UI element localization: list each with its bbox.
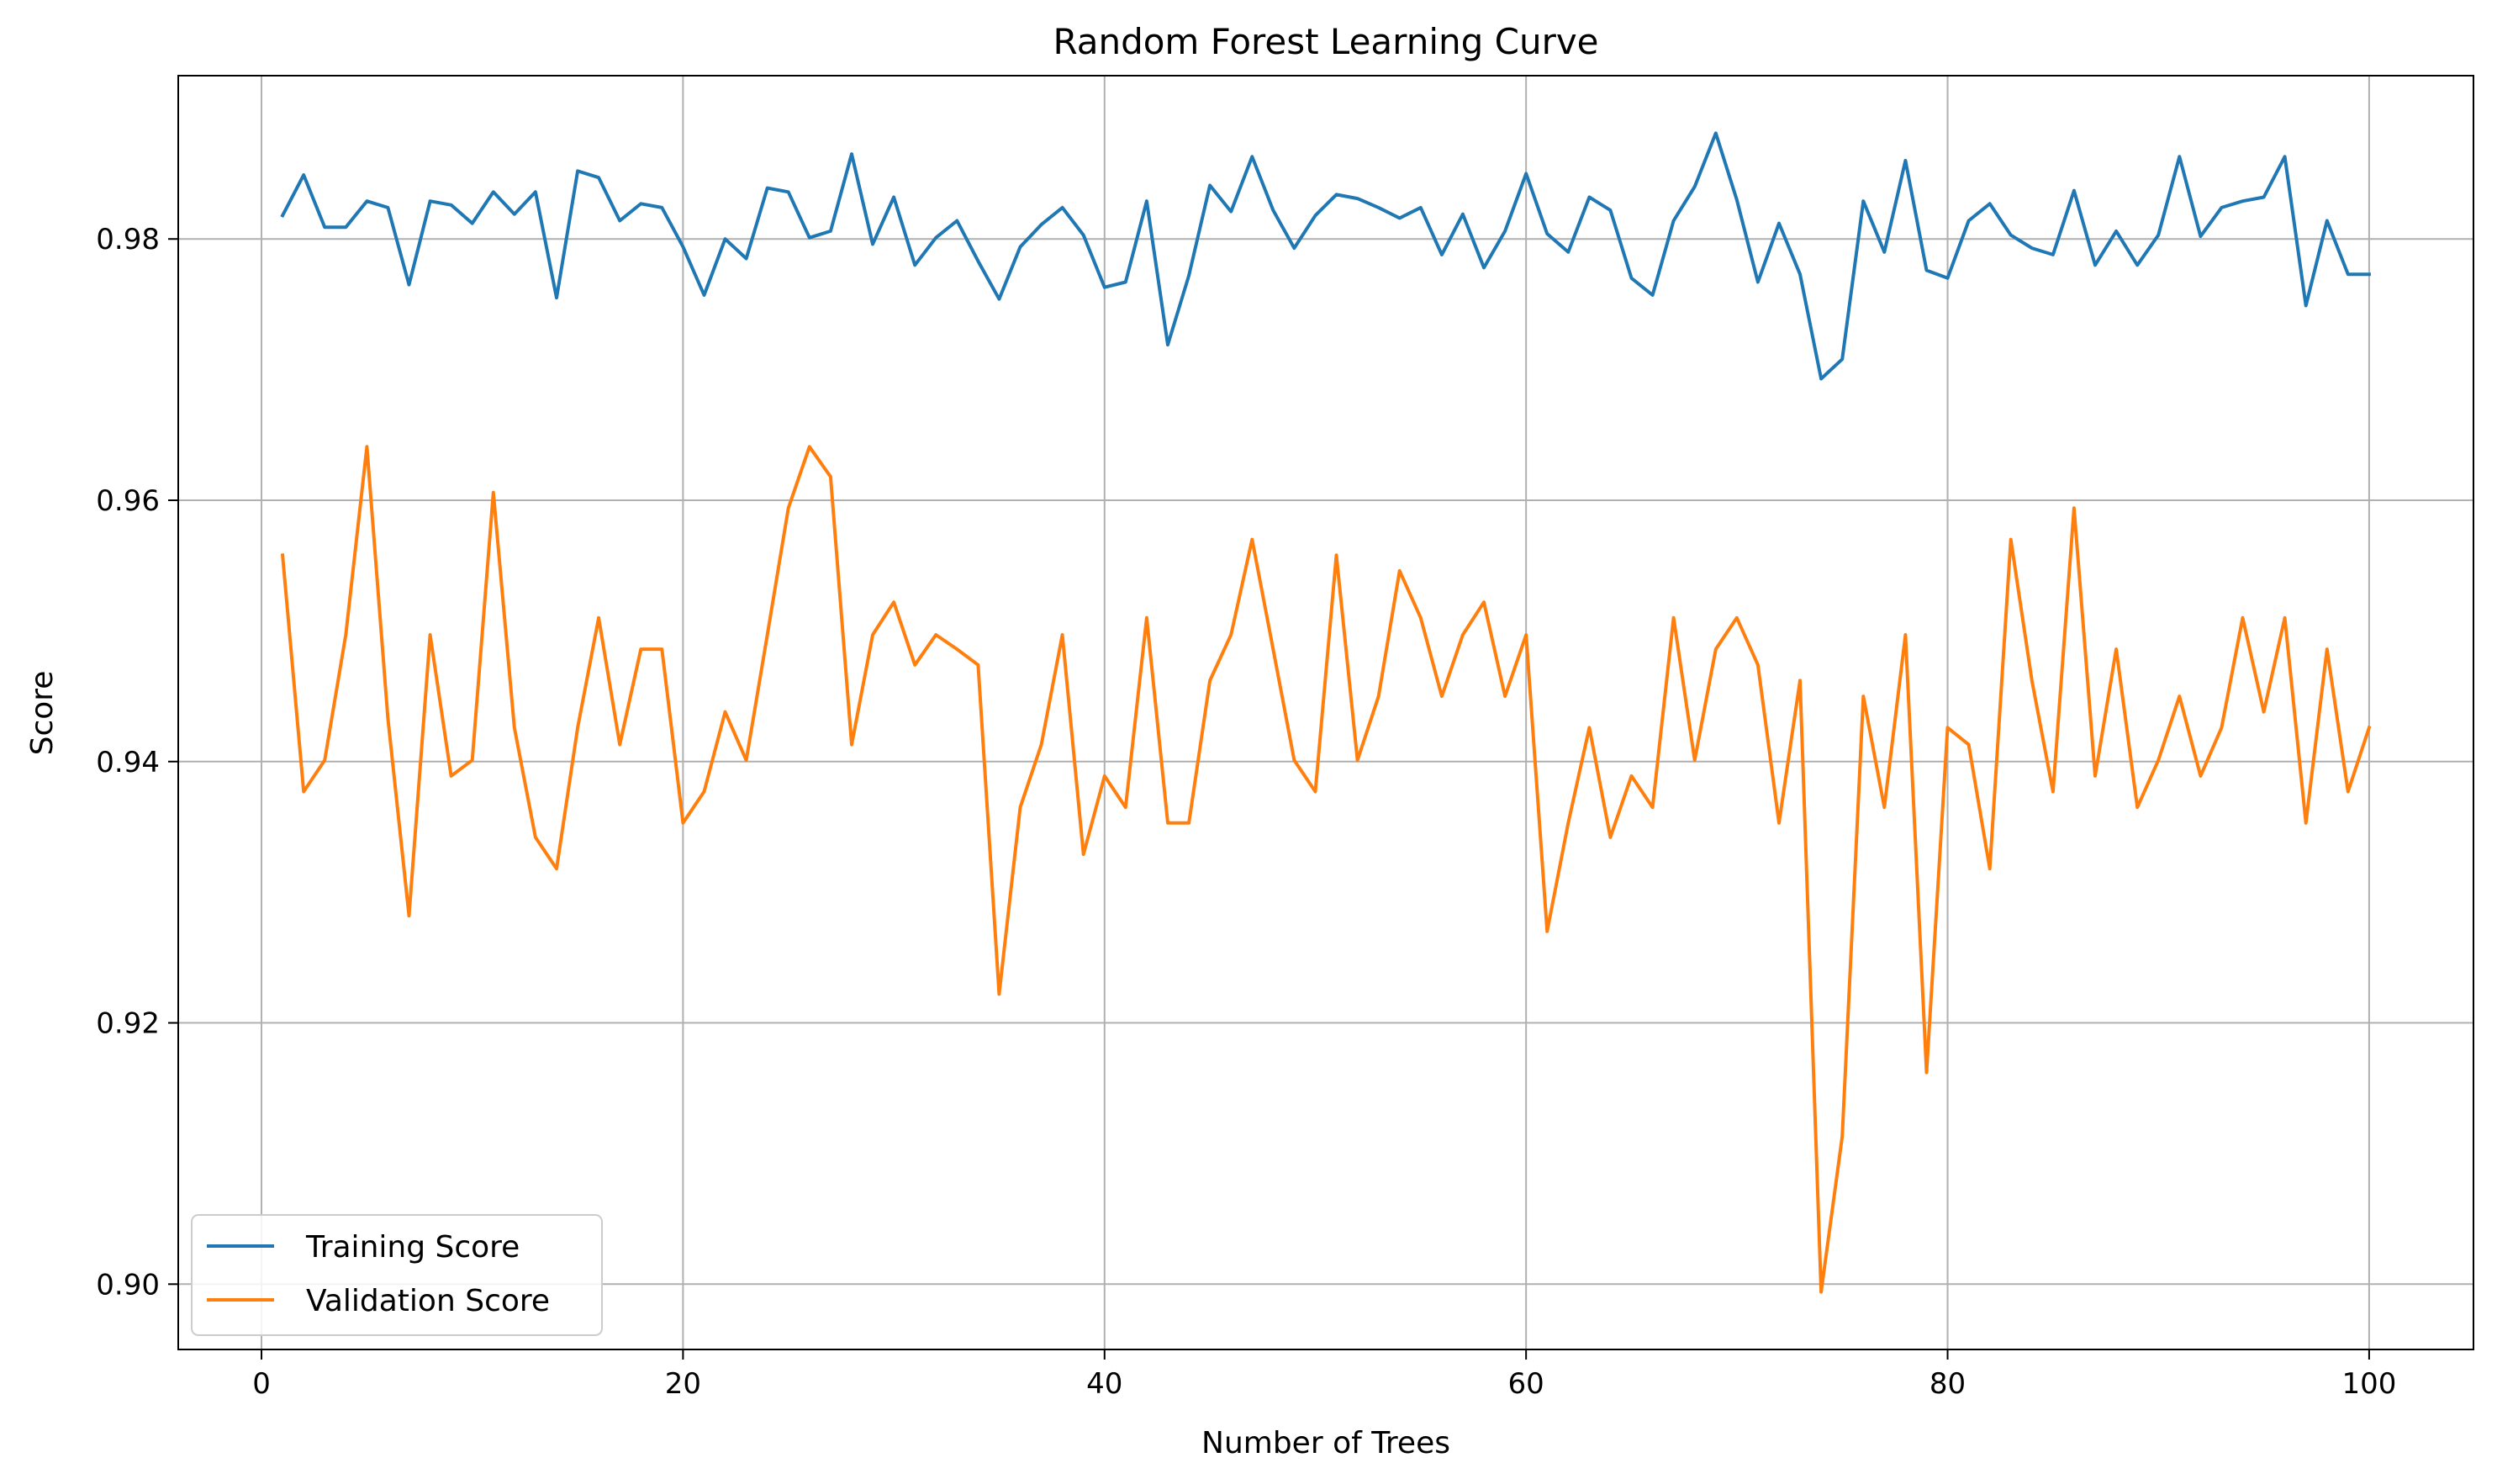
y-axis-label: Score: [25, 671, 60, 756]
x-tick-label: 40: [1086, 1367, 1122, 1401]
x-tick-label: 100: [2341, 1367, 2396, 1401]
x-axis-label: Number of Trees: [1201, 1426, 1450, 1460]
chart-title: Random Forest Learning Curve: [1053, 21, 1598, 62]
x-tick-label: 80: [1930, 1367, 1966, 1401]
y-tick-label: 0.90: [96, 1268, 160, 1302]
y-tick-label: 0.94: [96, 746, 160, 779]
legend-box: [191, 1214, 603, 1336]
y-tick-label: 0.98: [96, 223, 160, 256]
training-score-line: [280, 131, 2371, 381]
validation-score-line: [280, 445, 2372, 1294]
ticks-layer: 0 20 40 60 80 100 0.90 0.92 0.94 0.96 0.98: [96, 223, 2396, 1401]
x-tick-label: 20: [665, 1367, 701, 1401]
series-layer: [280, 131, 2372, 1294]
x-tick-label: 0: [252, 1367, 271, 1401]
y-tick-label: 0.92: [96, 1007, 160, 1041]
legend-label-validation: Validation Score: [306, 1284, 550, 1318]
x-tick-label: 60: [1508, 1367, 1544, 1401]
legend: Training Score Validation Score: [191, 1214, 603, 1336]
y-tick-label: 0.96: [96, 484, 160, 518]
plot-frame: [177, 75, 2474, 1350]
legend-label-training: Training Score: [305, 1230, 520, 1265]
